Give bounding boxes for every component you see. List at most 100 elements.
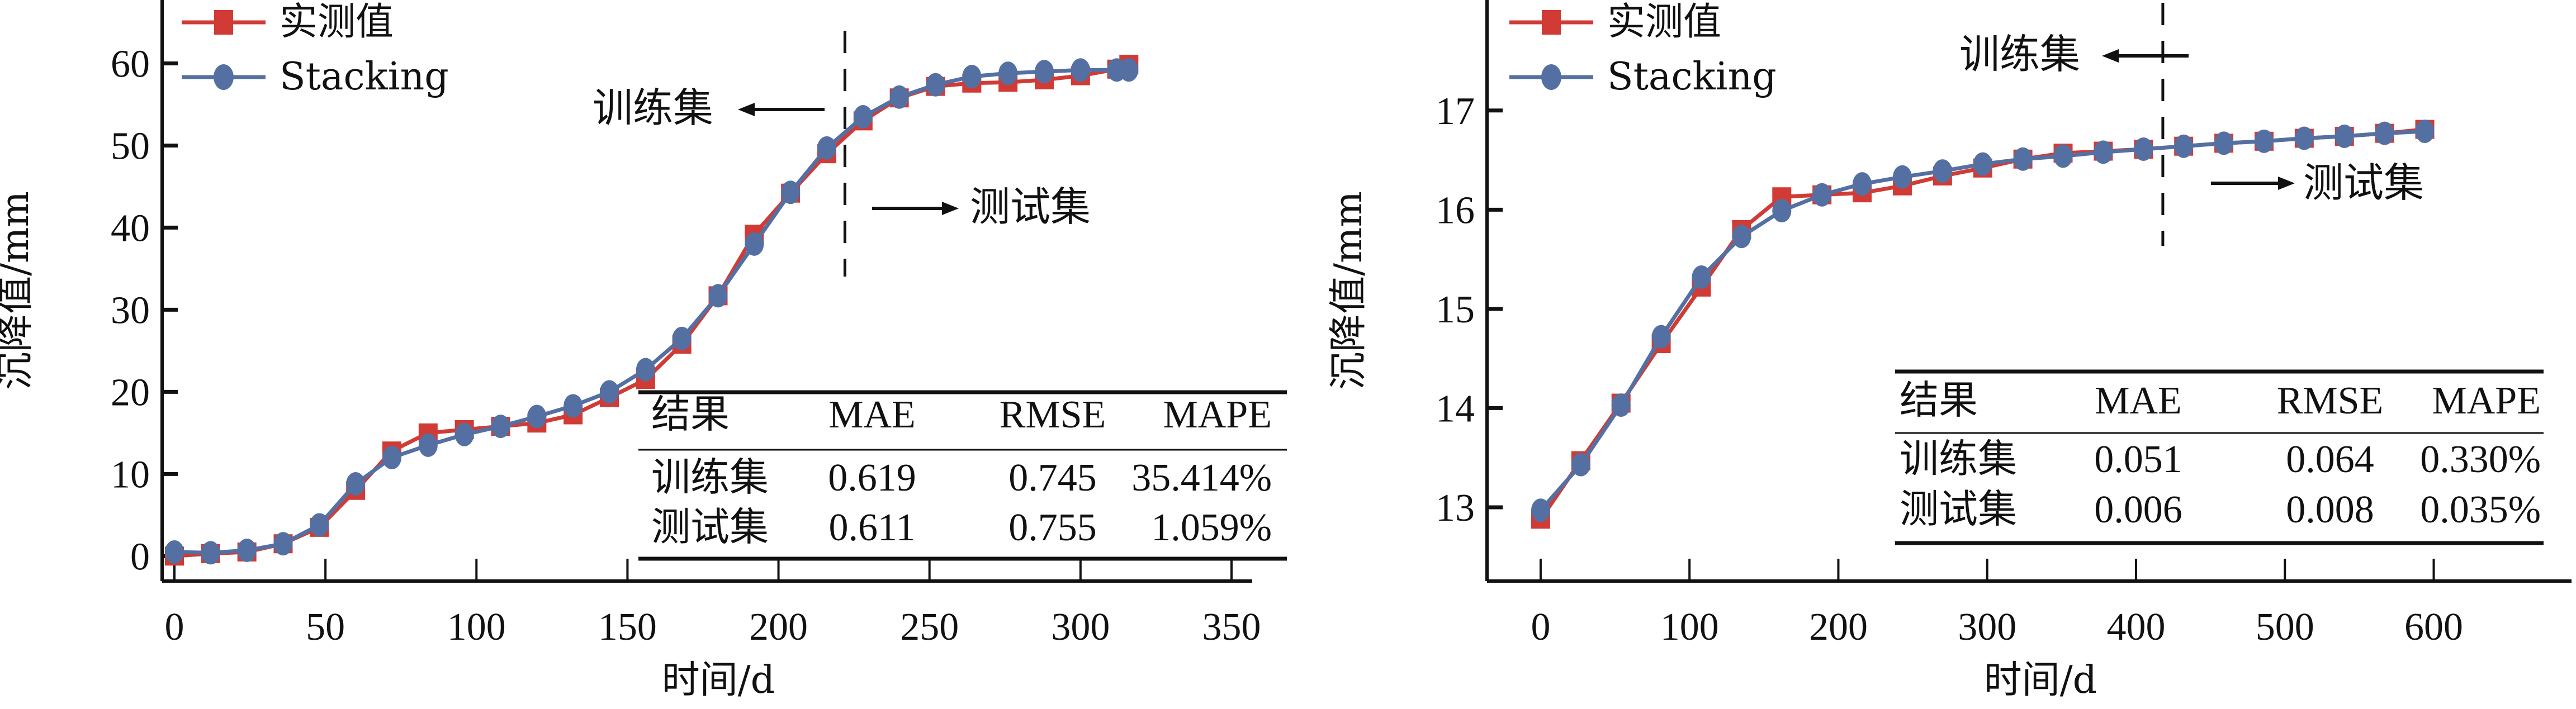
x-axis-title: 时间/d [1984, 658, 2097, 702]
table-cell: 0.755 [1008, 506, 1097, 549]
legend-item: 实测值 [1509, 0, 1721, 44]
legend-square-icon [1542, 10, 1561, 35]
data-point-circle [889, 85, 909, 109]
train-set-annotation: 训练集 [593, 84, 713, 131]
x-tick-label: 150 [598, 606, 657, 649]
data-point-circle [2375, 121, 2394, 145]
legend-label: 实测值 [280, 0, 394, 44]
train-set-annotation: 训练集 [1959, 31, 2080, 78]
series-stacking [165, 58, 1139, 565]
test-set-annotation: 测试集 [2303, 159, 2424, 206]
data-point-circle [1692, 265, 1711, 289]
table-cell: 训练集 [651, 456, 769, 499]
legend-label: Stacking [280, 55, 449, 99]
x-tick-label: 500 [2256, 606, 2314, 649]
table-cell: 0.330% [2420, 438, 2541, 481]
y-tick-label: 60 [111, 42, 150, 85]
data-point-circle [273, 532, 293, 556]
data-point-circle [853, 105, 873, 129]
x-tick-label: 600 [2404, 606, 2463, 649]
series-line [174, 68, 1129, 555]
y-tick-label: 14 [1436, 387, 1475, 430]
x-axis-title: 时间/d [662, 658, 775, 702]
y-tick-label: 0 [130, 535, 150, 578]
legend-circle-icon [1541, 64, 1561, 90]
x-tick-label: 400 [2106, 606, 2165, 649]
data-point-circle [1571, 453, 1590, 477]
legend-label: 实测值 [1607, 0, 1721, 44]
data-point-circle [2415, 120, 2435, 144]
table-header-cell: MAE [828, 393, 916, 436]
x-tick-label: 100 [1660, 606, 1719, 649]
table-cell: 0.619 [828, 456, 916, 499]
x-tick-label: 350 [1202, 606, 1261, 649]
data-point-circle [998, 61, 1018, 85]
data-point-circle [1892, 165, 1912, 189]
chart-2: 13 14 15 16 17 0 100 200 300 400 500 600 时间/d 沉降值/mm 训… [1327, 0, 2572, 702]
legend-circle-icon [214, 64, 234, 90]
metrics-table: 结果 MAE RMSE MAPE 训练集 0.051 0.064 0.330% 测试集 0.006… [1895, 369, 2544, 545]
table-cell: 0.051 [2094, 438, 2182, 481]
y-tick-label: 30 [111, 289, 150, 332]
table-cell: 0.064 [2286, 438, 2374, 481]
series-line [174, 62, 1130, 558]
data-point-circle [1933, 159, 1952, 183]
y-tick-label: 10 [111, 453, 150, 496]
data-point-circle [454, 422, 474, 446]
right-arrow-icon [942, 202, 959, 215]
series-stacking [1531, 120, 2435, 522]
data-point-circle [1119, 58, 1139, 82]
metrics-table: 结果 MAE RMSE MAPE 训练集 0.619 0.745 35.414% 测试集 0.61… [638, 390, 1287, 561]
chart-1: 0 10 20 30 40 50 60 0 50 100 150 200 250 300 350 时间/d 沉降… [0, 0, 1287, 702]
data-point-circle [2013, 147, 2033, 171]
data-point-circle [817, 136, 836, 160]
table-cell: 测试集 [1900, 488, 2017, 531]
table-cell: 1.059% [1151, 506, 1272, 549]
data-point-circle [2134, 137, 2153, 161]
right-arrow-icon [2278, 177, 2295, 190]
test-set-annotation: 测试集 [970, 183, 1091, 230]
table-cell: 35.414% [1131, 456, 1272, 499]
table-header-cell: MAPE [2432, 379, 2541, 422]
x-tick-label: 300 [1958, 606, 2016, 649]
table-cell: 0.035% [2420, 488, 2541, 531]
x-tick-label: 250 [900, 606, 959, 649]
table-header-cell: MAPE [1163, 393, 1272, 436]
x-tick-label: 100 [447, 606, 506, 649]
y-tick-label: 50 [111, 125, 150, 168]
data-point-circle [1973, 152, 1992, 176]
data-point-circle [2254, 129, 2274, 153]
table-cell: 训练集 [1900, 438, 2017, 481]
y-axis-title: 沉降值/mm [0, 191, 37, 390]
table-header-cell: 结果 [1900, 379, 1978, 422]
data-point-circle [1035, 60, 1054, 84]
y-tick-label: 15 [1436, 288, 1475, 331]
y-tick-label: 13 [1436, 487, 1475, 530]
table-cell: 0.008 [2286, 488, 2374, 531]
table-cell: 测试集 [651, 506, 769, 549]
table-header-cell: 结果 [651, 393, 730, 436]
x-tick-label: 200 [1809, 606, 1868, 649]
legend-item: 实测值 [182, 0, 394, 44]
x-tick-label: 0 [1531, 606, 1550, 649]
table-cell: 0.745 [1008, 456, 1097, 499]
data-point-circle [600, 380, 619, 404]
x-tick-label: 300 [1051, 606, 1110, 649]
data-point-circle [564, 394, 583, 418]
table-header-cell: RMSE [2277, 379, 2384, 422]
data-point-circle [165, 540, 184, 564]
data-point-circle [1651, 325, 1671, 349]
data-point-circle [2214, 131, 2234, 155]
data-point-circle [2094, 140, 2113, 164]
data-point-circle [2053, 144, 2073, 168]
data-point-circle [491, 415, 510, 439]
data-point-circle [418, 433, 438, 457]
data-point-circle [1071, 58, 1090, 82]
data-point-circle [1853, 172, 1872, 196]
legend-item: Stacking [182, 55, 449, 99]
x-tick-label: 200 [749, 606, 808, 649]
data-point-circle [708, 284, 728, 308]
data-point-circle [1812, 183, 1832, 207]
data-point-circle [672, 326, 692, 350]
data-point-circle [382, 445, 401, 469]
